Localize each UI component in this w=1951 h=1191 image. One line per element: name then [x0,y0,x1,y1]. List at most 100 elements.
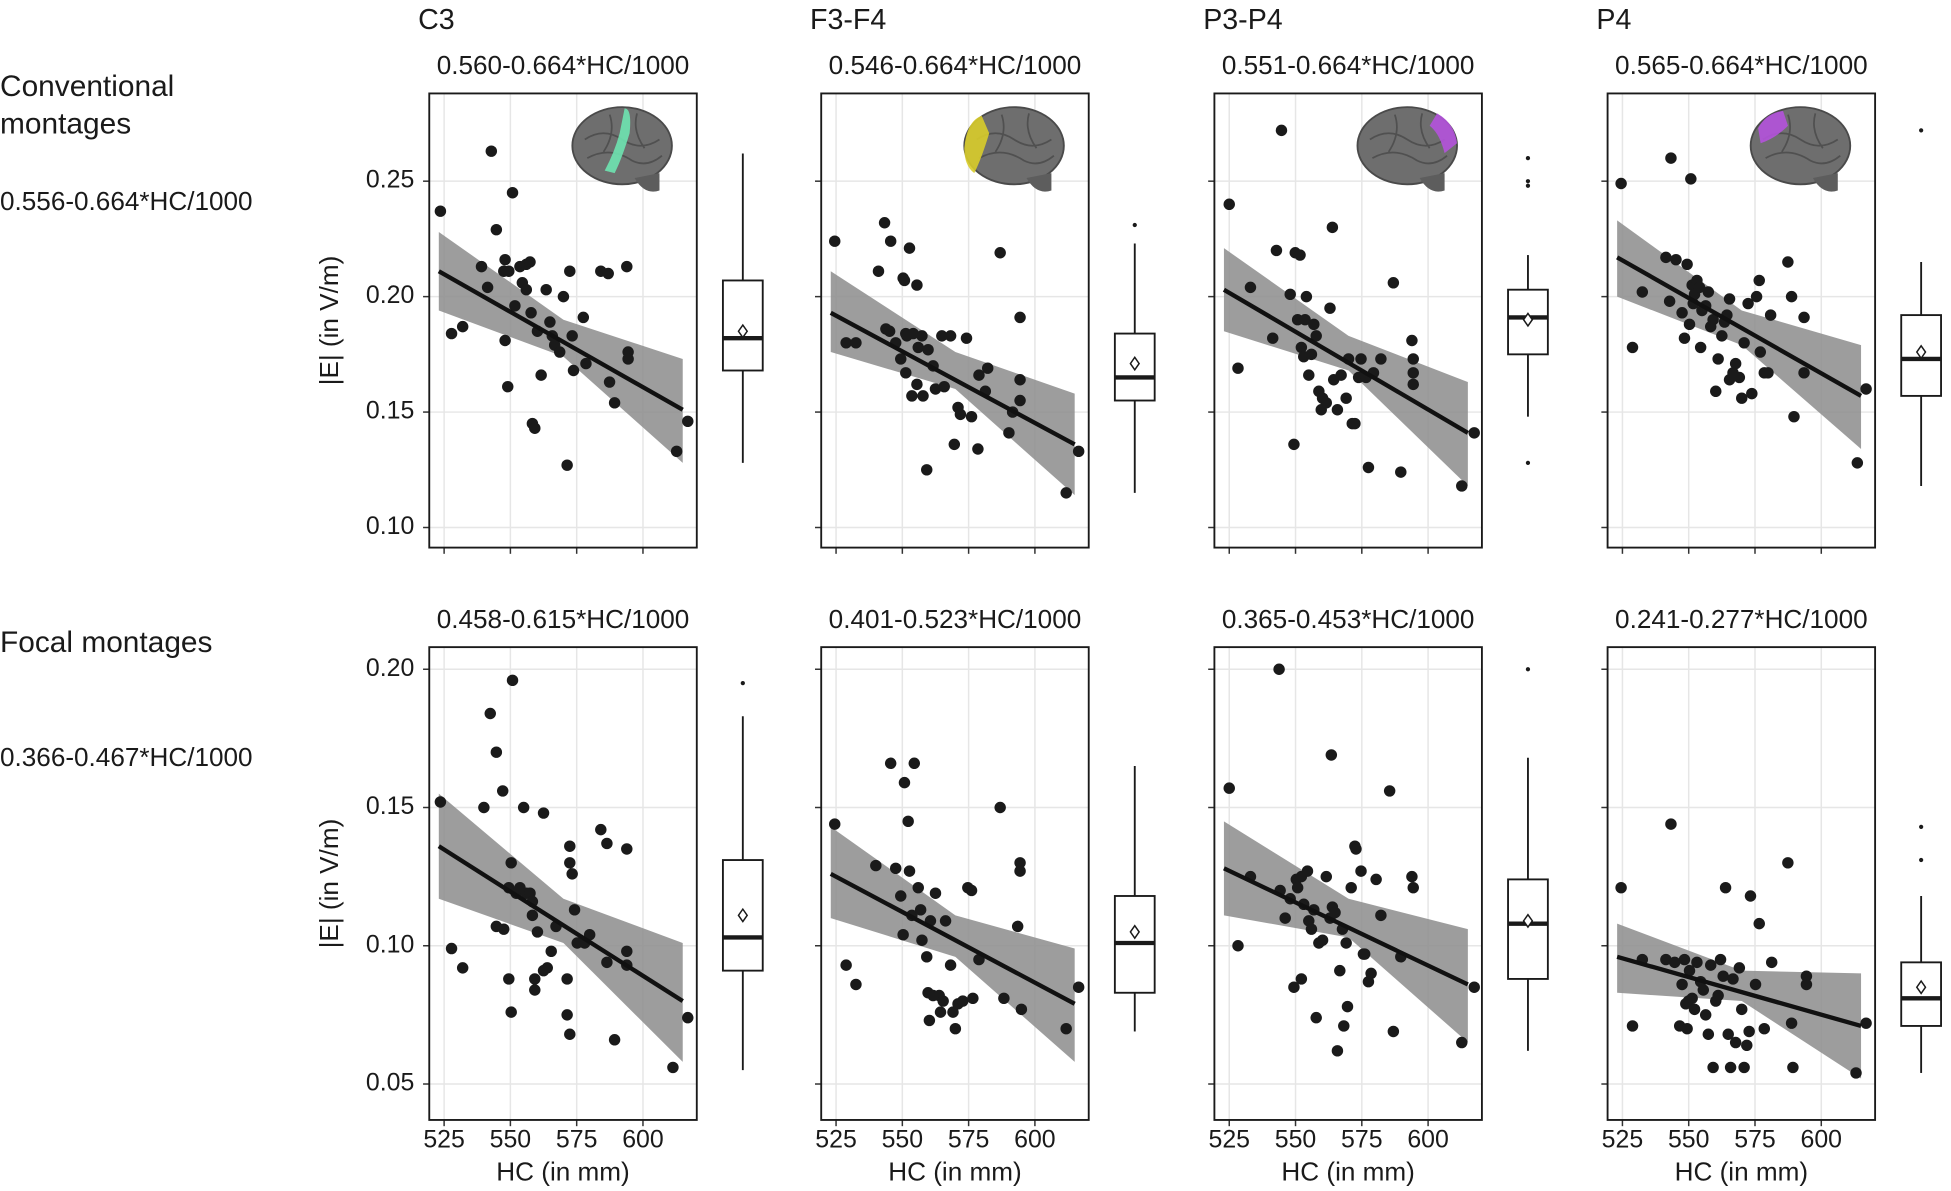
brain-stem [1812,173,1838,192]
data-point [1355,865,1367,877]
data-point [564,857,576,869]
data-point [1267,332,1279,344]
data-point [517,801,530,814]
data-point [1787,1061,1799,1074]
data-point [1723,293,1736,305]
data-point [1683,964,1696,977]
brain-gyri [1762,113,1841,165]
data-point [1316,934,1329,946]
data-point [1299,313,1311,326]
brain-stem [1026,173,1052,192]
data-point [1710,385,1722,398]
data-point [1365,967,1377,980]
data-point [1707,313,1719,326]
data-point [1340,937,1352,949]
data-point [878,217,891,229]
data-point [903,242,916,254]
data-point [994,247,1006,259]
data-point [561,459,573,471]
data-point [682,415,694,428]
data-point [1279,912,1291,924]
data-point [1303,369,1315,381]
x-axis-label: HC (in mm) [496,1156,629,1186]
data-point [1722,1028,1734,1040]
data-point [922,344,934,356]
data-point [829,235,841,247]
row-label: Focal montages [0,625,213,660]
data-point [540,283,552,296]
y-tick-label: 0.15 [366,397,414,425]
data-point [1691,956,1703,969]
regression-line [437,844,684,1003]
y-axis-label: |E| (in V/m) [314,256,344,386]
data-point [1288,981,1300,993]
data-point [1387,1025,1400,1038]
data-point [1712,989,1724,1002]
data-point [1693,281,1706,294]
data-point [1284,288,1296,301]
data-point [1758,1022,1770,1035]
panel-border [428,646,698,1121]
data-point [478,801,490,814]
data-point [1688,1003,1701,1016]
data-point [1060,487,1072,499]
data-point [1719,881,1732,894]
data-point [1406,334,1418,347]
data-point [1743,1025,1755,1038]
data-point [1275,124,1288,137]
data-point [1349,417,1361,430]
data-point [911,378,923,391]
data-point [1334,964,1346,977]
data-point [621,260,633,273]
data-point [1676,978,1688,991]
box-outlier [1525,183,1531,188]
box-outlier [1525,155,1531,161]
x-tick-label: 550 [490,1126,532,1154]
data-point [445,327,458,340]
data-point [1782,857,1794,869]
data-point [1785,1017,1798,1029]
data-point [1665,152,1677,164]
x-tick-label: 525 [815,1126,857,1154]
panel-subtitle: 0.401-0.523*HC/1000 [829,604,1082,634]
regression-line [1222,287,1469,435]
x-tick-label: 550 [1668,1126,1710,1154]
data-point [1011,920,1024,933]
data-point [1305,348,1318,361]
data-point [1676,307,1688,319]
data-point [1320,870,1333,883]
data-point [1702,286,1715,298]
data-point [524,256,536,268]
data-point [1716,330,1728,342]
data-point [936,330,948,342]
data-point [601,956,613,969]
x-tick-label: 575 [1734,1126,1776,1154]
data-point [1244,281,1257,294]
panel-subtitle: 0.560-0.664*HC/1000 [437,50,690,80]
data-point [897,928,909,941]
panel-subtitle: 0.546-0.664*HC/1000 [829,50,1082,80]
data-point [1860,383,1872,395]
panel-subtitle: 0.565-0.664*HC/1000 [1615,50,1868,80]
data-point [621,945,633,958]
x-tick-label: 600 [622,1126,664,1154]
data-point [526,909,539,922]
data-point [1788,410,1800,423]
data-point [965,884,978,897]
data-point [608,397,621,409]
data-point [1615,881,1627,894]
data-point [490,746,503,758]
data-point [1782,256,1794,268]
data-point [1359,948,1371,960]
data-point [456,320,469,333]
panel-border [1606,92,1877,549]
data-point [1851,457,1864,469]
data-point [485,145,498,157]
data-point [829,818,841,830]
data-point [902,815,914,828]
data-point [505,857,517,869]
data-point [567,364,580,377]
confidence-band [830,826,1075,1062]
data-point [1742,297,1754,310]
data-point [1014,394,1026,407]
